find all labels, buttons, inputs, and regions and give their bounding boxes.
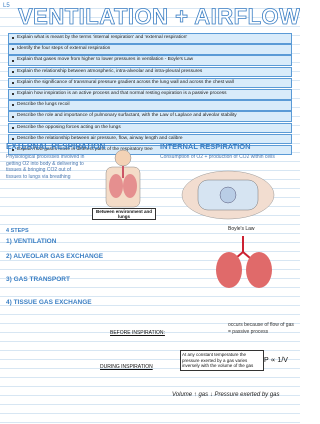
objective-item: Identify the four steps of external resp… <box>8 44 292 55</box>
formula: P ∝ 1/V <box>264 357 288 364</box>
boyle-label: Boyle's Law <box>228 226 255 232</box>
notes-page: L5 VENTILATION + AIRFLOW Explain what is… <box>0 0 300 424</box>
objective-item: Explain that gases move from higher to l… <box>8 55 292 66</box>
passive-note: occurs because of flow of gas = passive … <box>228 322 294 335</box>
internal-heading: INTERNAL RESPIRATION <box>160 142 251 151</box>
steps-list: 1) VENTILATION 2) ALVEOLAR GAS EXCHANGE 3)… <box>6 238 103 322</box>
boyle-box: At any constant temperature the pressure… <box>180 350 264 371</box>
figure-caption: Between environment and lungs <box>92 208 156 220</box>
page-title: VENTILATION + AIRFLOW <box>18 4 300 30</box>
figure-body <box>105 149 141 208</box>
objective-item: Describe the role and importance of pulm… <box>8 111 292 122</box>
step-item: 2) ALVEOLAR GAS EXCHANGE <box>6 253 104 260</box>
step-item: 3) GAS TRANSPORT <box>6 276 70 283</box>
objective-item: Explain what is meant by the terms 'inte… <box>8 33 292 44</box>
summary: Volume ↑ gas ↓ Pressure exerted by gas <box>172 392 280 398</box>
objective-item: Describe the opposing forces acting on t… <box>8 122 292 134</box>
steps-heading: 4 STEPS <box>6 228 29 234</box>
objective-item: Explain how inspiration is an active pro… <box>8 88 292 100</box>
step-item: 1) VENTILATION <box>6 238 57 245</box>
during-inspiration: DURING INSPIRATION <box>100 364 153 370</box>
objective-item: Describe the lungs recoil <box>8 100 292 111</box>
objective-item: Describe the relationship between air pr… <box>8 133 292 145</box>
external-text: Physiological processes involved in gett… <box>6 154 85 180</box>
objective-item: Explain the relationship between atmosph… <box>8 66 292 78</box>
objective-item: Explain how gases move in different part… <box>8 144 292 156</box>
figure-cells <box>181 170 275 220</box>
before-inspiration: BEFORE INSPIRATION: <box>110 330 165 336</box>
objective-item: Explain the significance of transmural p… <box>8 77 292 89</box>
figure-lungs <box>216 236 272 288</box>
external-heading: EXTERNAL RESPIRATION <box>6 142 106 151</box>
step-item: 4) TISSUE GAS EXCHANGE <box>6 299 92 306</box>
page-number: L5 <box>3 3 10 9</box>
internal-text: Consumption of O2 + production of CO2 wi… <box>160 154 275 160</box>
objectives-list: Explain what is meant by the terms 'inte… <box>8 33 292 156</box>
